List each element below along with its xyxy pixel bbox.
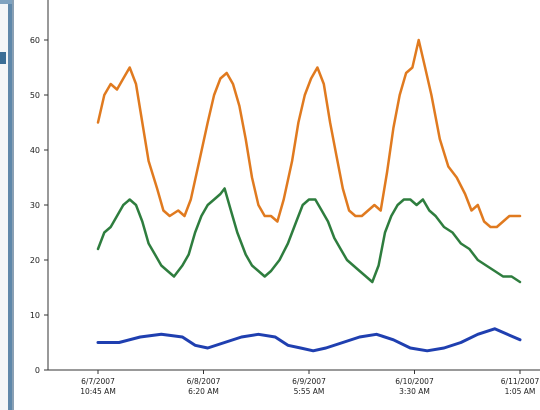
x-tick-label-date: 6/10/2007 [395, 377, 434, 386]
y-tick-label: 60 [30, 36, 40, 45]
y-tick-label: 40 [30, 146, 40, 155]
x-tick-label-time: 1:05 AM [505, 387, 536, 396]
y-tick-label: 10 [30, 311, 40, 320]
series-line-3 [96, 327, 522, 353]
x-tick-label-date: 6/7/2007 [81, 377, 115, 386]
x-tick-label-time: 5:55 AM [294, 387, 325, 396]
panel-scroll-thumb[interactable] [0, 52, 6, 64]
y-tick-label: 20 [30, 256, 40, 265]
y-tick-label: 0 [35, 366, 40, 375]
x-tick-label-date: 6/11/2007 [501, 377, 540, 386]
x-tick-label-time: 6:20 AM [188, 387, 219, 396]
left-side-panel [0, 0, 14, 410]
x-tick-label-time: 10:45 AM [80, 387, 116, 396]
panel-top-edge [0, 0, 12, 4]
x-tick-label-date: 6/9/2007 [292, 377, 326, 386]
x-tick-label-date: 6/8/2007 [187, 377, 221, 386]
chart-axes [47, 0, 540, 371]
series-line-1 [96, 38, 522, 229]
chart-series [96, 38, 522, 353]
x-tick-label-time: 3:30 AM [399, 387, 430, 396]
panel-scrollbar[interactable] [8, 4, 12, 410]
y-axis-ticks: 010203040506070 [30, 36, 48, 375]
y-tick-label: 30 [30, 201, 40, 210]
series-line-2 [96, 187, 522, 284]
y-tick-label: 50 [30, 91, 40, 100]
